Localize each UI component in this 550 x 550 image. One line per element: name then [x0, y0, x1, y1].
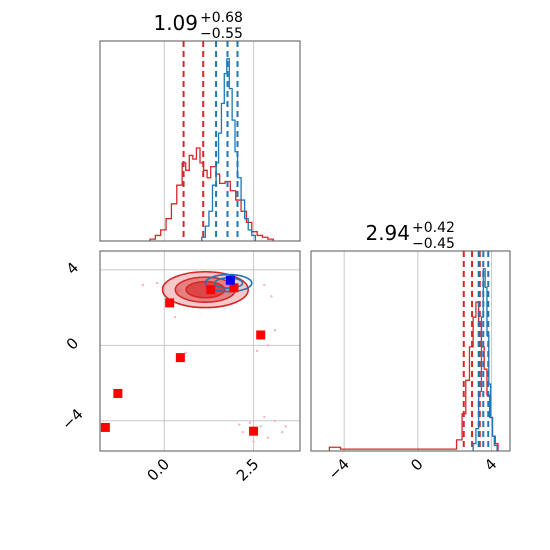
sample-point-0 — [248, 421, 252, 424]
x-tick-labels-joint: 0.0 2.5 — [144, 455, 263, 485]
histogram-step-0 — [149, 147, 274, 241]
sample-point-17 — [255, 349, 259, 353]
y-tick-label-0: 4 — [63, 259, 82, 278]
sample-point-3 — [273, 419, 277, 423]
sample-point-12 — [263, 283, 266, 287]
title-minus-2: −0.45 — [412, 236, 455, 252]
red-marker-2 — [165, 298, 175, 308]
grid-lines-1 — [163, 41, 255, 241]
title-value-2: 2.94 — [365, 221, 410, 245]
x-tick-label-0: −4 — [325, 455, 353, 483]
histogram-series-1 — [149, 41, 274, 241]
x-tick-label-1: 2.5 — [233, 455, 263, 485]
contour-1-level-0 — [204, 273, 253, 293]
sample-point-14 — [173, 315, 177, 319]
sample-point-11 — [155, 281, 159, 285]
title-plus-1: +0.68 — [200, 10, 243, 26]
title-plus-2: +0.42 — [412, 220, 455, 236]
x-tick-label-1: 0 — [407, 455, 426, 474]
title-minus-1: −0.55 — [200, 26, 243, 42]
title-value-1: 1.09 — [153, 11, 198, 35]
panel-marginal-2: 2.94 +0.42 −0.45 −4 0 4 — [310, 220, 511, 483]
red-marker-0 — [206, 285, 216, 295]
red-marker-1 — [229, 283, 239, 293]
y-tick-labels-joint: 4 0 −4 — [58, 259, 86, 434]
histogram-series-2 — [328, 251, 499, 451]
sample-point-4 — [266, 436, 270, 439]
sample-point-5 — [252, 440, 255, 443]
x-tick-label-0: 0.0 — [144, 455, 174, 485]
red-marker-4 — [175, 353, 185, 363]
y-tick-label-1: 0 — [63, 334, 82, 353]
sample-point-9 — [284, 425, 287, 428]
x-tick-labels-2: −4 0 4 — [325, 455, 501, 483]
sample-point-18 — [184, 351, 187, 355]
scatter-points — [141, 281, 287, 443]
x-tick-label-2: 4 — [481, 455, 500, 474]
panel-marginal-1: 1.09 +0.68 −0.55 — [99, 10, 301, 242]
sample-point-6 — [280, 430, 284, 434]
histogram-step-1 — [201, 58, 257, 241]
marker-group — [100, 275, 266, 436]
axes-frame-1 — [99, 40, 301, 242]
red-marker-5 — [256, 330, 266, 340]
red-marker-6 — [100, 422, 110, 432]
sample-point-16 — [273, 329, 277, 332]
sample-point-15 — [266, 344, 270, 347]
sample-point-13 — [270, 295, 273, 298]
panel-joint: 0.0 2.5 4 0 −4 — [58, 250, 301, 485]
axes-frame-joint — [99, 250, 301, 452]
y-tick-label-2: −4 — [58, 405, 86, 433]
sample-point-7 — [238, 423, 241, 426]
histogram-step-1 — [472, 268, 498, 451]
sample-point-2 — [241, 430, 245, 434]
axes-frame-2 — [310, 250, 511, 452]
sample-point-10 — [177, 289, 180, 292]
red-marker-3 — [113, 388, 123, 398]
sample-point-8 — [263, 415, 266, 419]
blue-marker-0 — [225, 275, 235, 285]
sample-point-19 — [141, 283, 145, 287]
sample-point-1 — [259, 425, 262, 428]
red-marker-7 — [249, 426, 259, 436]
